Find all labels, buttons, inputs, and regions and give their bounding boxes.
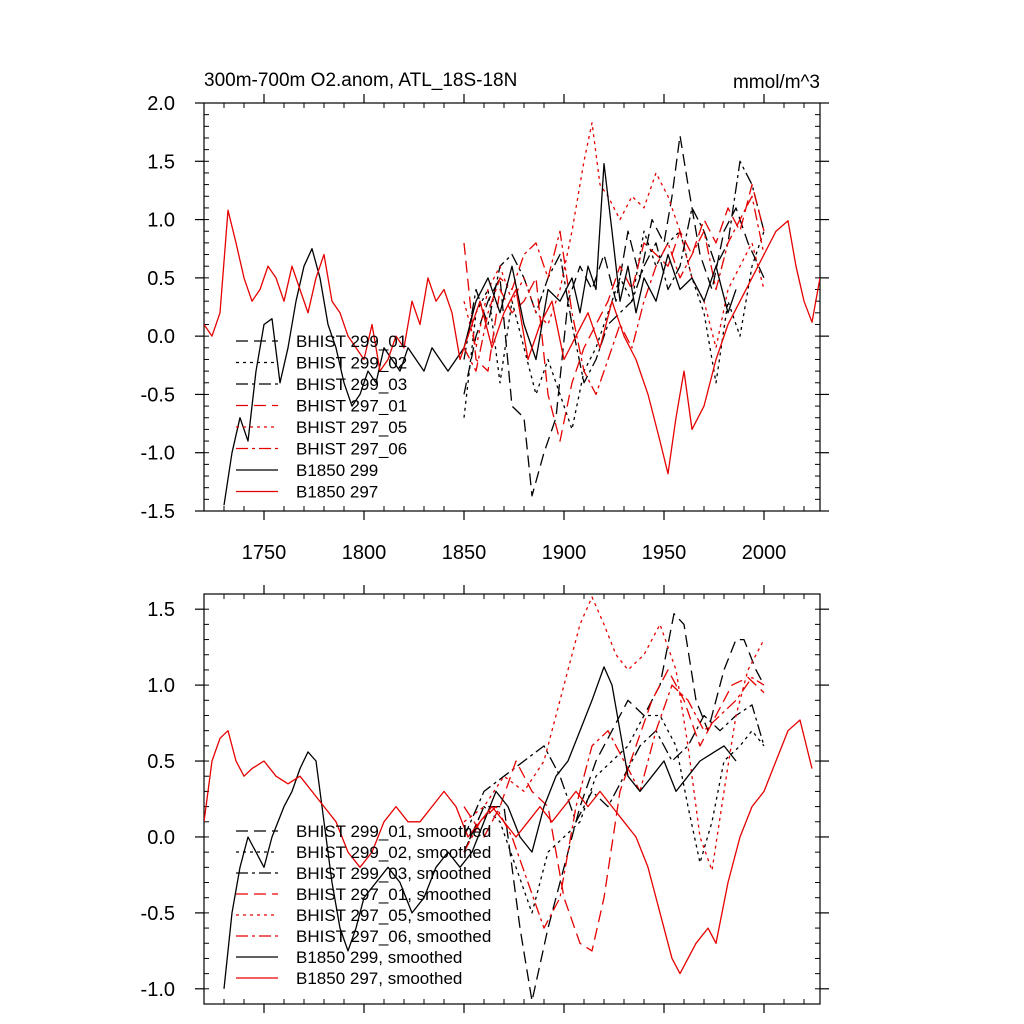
x-tick-label: 1900 — [542, 542, 587, 564]
legend-label: BHIST 299_01, smoothed — [296, 822, 491, 841]
y-tick-label: -1.0 — [141, 979, 175, 1001]
y-tick-label: 0.5 — [147, 268, 175, 290]
y-tick-label: -1.5 — [141, 501, 175, 523]
x-tick-label: 1750 — [242, 542, 287, 564]
series-line — [223, 162, 737, 506]
y-tick-label: 2.0 — [147, 93, 175, 115]
y-tick-label: -1.0 — [141, 443, 175, 465]
y-tick-label: 0.0 — [147, 827, 175, 849]
series-line — [463, 676, 765, 929]
x-tick-label: 1800 — [342, 542, 387, 564]
legend-label: BHIST 297_05, smoothed — [296, 906, 491, 925]
series-line — [463, 122, 765, 349]
legend-label: BHIST 297_01 — [296, 397, 407, 416]
legend-label: BHIST 299_03 — [296, 375, 407, 394]
legend-label: BHIST 299_02, smoothed — [296, 843, 491, 862]
legend-label: BHIST 299_02 — [296, 354, 407, 373]
series-line — [223, 666, 737, 989]
x-tick-label: 2000 — [742, 542, 787, 564]
legend-label: B1850 299 — [296, 461, 378, 480]
legend-label: B1850 297 — [296, 483, 378, 502]
series-line — [463, 195, 765, 396]
series-group — [204, 122, 820, 506]
series-line — [204, 209, 820, 475]
legend-label: BHIST 297_05 — [296, 418, 407, 437]
x-tick-label: 1950 — [642, 542, 687, 564]
series-line — [204, 719, 813, 975]
y-tick-label: 0.0 — [147, 326, 175, 348]
y-tick-label: 1.5 — [147, 599, 175, 621]
series-line — [463, 596, 765, 872]
legend-label: B1850 297, smoothed — [296, 969, 462, 988]
y-tick-label: 0.5 — [147, 751, 175, 773]
units-label: mmol/m^3 — [733, 72, 820, 93]
x-tick-label: 1850 — [442, 542, 487, 564]
legend-label: BHIST 297_06, smoothed — [296, 927, 491, 946]
series-line — [463, 183, 765, 442]
legend-label: BHIST 299_01 — [296, 332, 407, 351]
series-line — [463, 613, 765, 1002]
series-line — [463, 230, 765, 431]
legend-label: BHIST 297_06 — [296, 440, 407, 459]
series-group — [204, 596, 813, 1002]
y-tick-label: 1.5 — [147, 151, 175, 173]
plot-frame — [203, 102, 821, 512]
series-line — [463, 714, 765, 914]
legend-label: B1850 299, smoothed — [296, 948, 462, 967]
series-line — [463, 669, 765, 952]
series-line — [463, 704, 765, 838]
series-line — [463, 160, 765, 384]
y-tick-label: -0.5 — [141, 384, 175, 406]
top-panel: 300m-700m O2.anom, ATL_18S-18N mmol/m^3 … — [141, 70, 829, 564]
series-line — [463, 134, 765, 497]
plot-frame — [203, 593, 821, 1005]
y-tick-label: -0.5 — [141, 903, 175, 925]
chart-title: 300m-700m O2.anom, ATL_18S-18N — [204, 70, 517, 91]
y-tick-label: 1.0 — [147, 675, 175, 697]
y-tick-label: 1.0 — [147, 210, 175, 232]
legend-label: BHIST 299_03, smoothed — [296, 864, 491, 883]
bottom-panel: -1.0 -0.5 0.0 0.5 1.0 1.5 BHIST 299_01, smooth… — [141, 585, 829, 1013]
legend-label: BHIST 297_01, smoothed — [296, 885, 491, 904]
